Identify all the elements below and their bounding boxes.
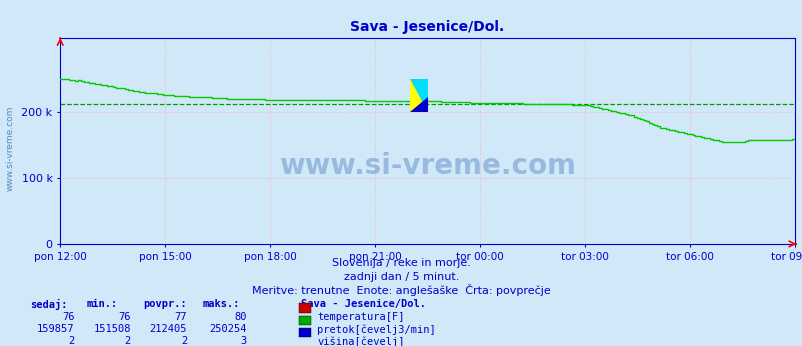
Text: Slovenija / reke in morje.: Slovenija / reke in morje. xyxy=(332,258,470,268)
Text: www.si-vreme.com: www.si-vreme.com xyxy=(279,152,575,180)
Text: 76: 76 xyxy=(62,312,75,322)
Text: 2: 2 xyxy=(124,336,131,346)
Text: 159857: 159857 xyxy=(37,324,75,334)
Text: min.:: min.: xyxy=(87,299,118,309)
Text: 2: 2 xyxy=(180,336,187,346)
Text: Meritve: trenutne  Enote: anglešaške  Črta: povprečje: Meritve: trenutne Enote: anglešaške Črta… xyxy=(252,284,550,297)
Text: 77: 77 xyxy=(174,312,187,322)
Text: temperatura[F]: temperatura[F] xyxy=(317,312,404,322)
Text: povpr.:: povpr.: xyxy=(143,299,186,309)
Text: 2: 2 xyxy=(68,336,75,346)
Text: 151508: 151508 xyxy=(93,324,131,334)
Text: www.si-vreme.com: www.si-vreme.com xyxy=(5,106,14,191)
Text: pretok[čevelj3/min]: pretok[čevelj3/min] xyxy=(317,324,435,335)
Text: 76: 76 xyxy=(118,312,131,322)
Text: zadnji dan / 5 minut.: zadnji dan / 5 minut. xyxy=(343,272,459,282)
Text: 80: 80 xyxy=(233,312,246,322)
Text: 212405: 212405 xyxy=(149,324,187,334)
Title: Sava - Jesenice/Dol.: Sava - Jesenice/Dol. xyxy=(350,20,504,34)
Text: 3: 3 xyxy=(240,336,246,346)
Text: Sava - Jesenice/Dol.: Sava - Jesenice/Dol. xyxy=(301,299,426,309)
Text: sedaj:: sedaj: xyxy=(30,299,68,310)
Text: maks.:: maks.: xyxy=(202,299,240,309)
Text: 250254: 250254 xyxy=(209,324,246,334)
Text: višina[čevelj]: višina[čevelj] xyxy=(317,336,404,346)
